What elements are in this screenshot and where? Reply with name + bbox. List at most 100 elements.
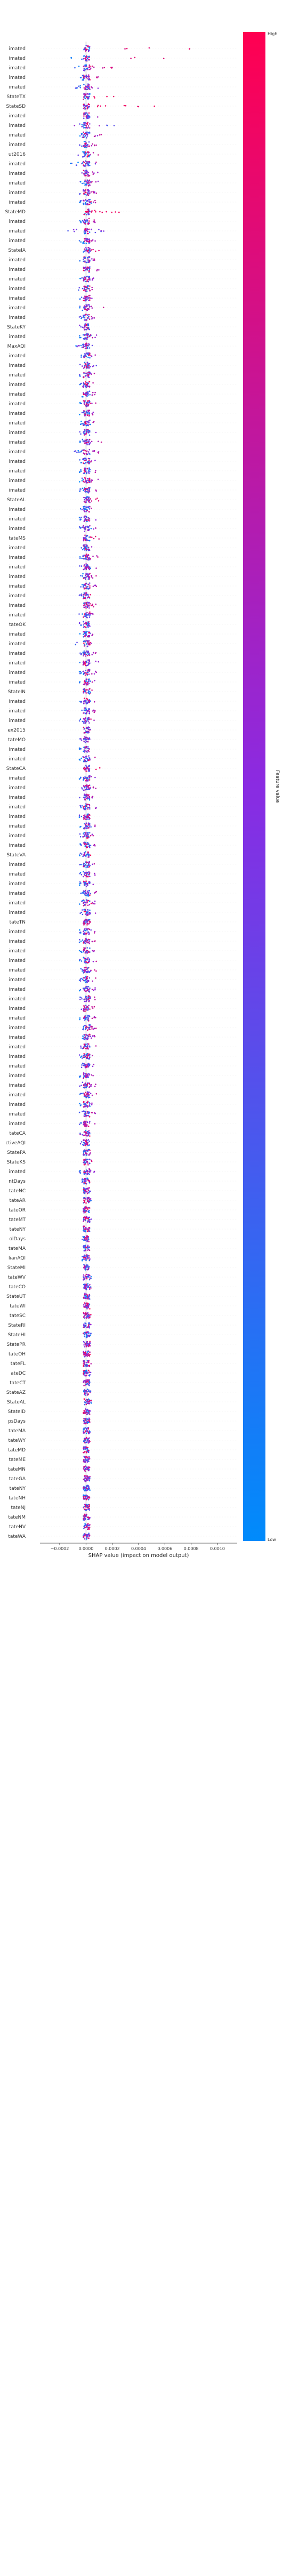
- shap-dot: [97, 116, 99, 118]
- shap-dot: [80, 815, 83, 817]
- shap-dot: [92, 414, 94, 416]
- shap-dot: [93, 950, 95, 952]
- shap-dot: [89, 997, 91, 999]
- shap-dot: [84, 613, 85, 615]
- shap-dot: [79, 459, 80, 461]
- shap-dot: [83, 558, 85, 560]
- shap-dot: [88, 278, 90, 280]
- shap-dot: [83, 672, 85, 675]
- shap-dot: [85, 1092, 86, 1094]
- shap-dot: [89, 894, 91, 896]
- shap-dot: [83, 204, 85, 205]
- shap-dot: [86, 89, 88, 90]
- shap-dot: [84, 477, 86, 479]
- shap-dot: [88, 526, 90, 528]
- shap-dot: [89, 294, 91, 296]
- shap-dot: [85, 1285, 87, 1286]
- shap-dot: [85, 789, 87, 791]
- shap-dot: [87, 354, 89, 355]
- shap-dot: [94, 354, 96, 356]
- shap-dot: [94, 824, 96, 826]
- shap-dot: [79, 527, 81, 529]
- shap-dot: [86, 269, 88, 271]
- shap-dot: [92, 248, 94, 251]
- shap-dot: [86, 986, 87, 988]
- shap-dot: [94, 996, 95, 998]
- shap-dot: [83, 865, 84, 868]
- shap-dot: [85, 375, 87, 376]
- shap-dot: [83, 213, 85, 215]
- shap-dot: [82, 575, 83, 577]
- shap-dot: [79, 701, 81, 702]
- shap-dot: [79, 220, 81, 222]
- shap-dot: [87, 575, 88, 577]
- shap-dot: [88, 508, 91, 510]
- shap-dot: [87, 1045, 88, 1047]
- shap-dot: [84, 179, 86, 181]
- shap-dot: [83, 595, 84, 597]
- shap-dot: [82, 1144, 84, 1145]
- shap-dot: [87, 1076, 89, 1078]
- shap-dot: [83, 1274, 85, 1276]
- shap-dot: [79, 718, 82, 720]
- shap-dot: [87, 779, 89, 781]
- shap-dot: [95, 181, 97, 183]
- shap-dot: [86, 1076, 87, 1078]
- feature-label: StatePR: [6, 1342, 26, 1347]
- shap-dot: [85, 582, 87, 584]
- shap-dot: [98, 154, 99, 156]
- shap-dot: [84, 108, 86, 110]
- feature-label: MaxAQI: [7, 344, 26, 349]
- shap-dot: [91, 481, 92, 483]
- shap-dot: [83, 496, 85, 499]
- shap-dot: [88, 220, 90, 222]
- shap-dot: [84, 1211, 86, 1213]
- shap-dot: [88, 211, 90, 213]
- shap-dot: [88, 318, 91, 320]
- shap-dot: [87, 861, 88, 863]
- shap-dot: [84, 548, 85, 550]
- shap-dot: [83, 757, 85, 758]
- shap-dot: [84, 1034, 85, 1036]
- shap-dot: [99, 134, 101, 136]
- shap-dot: [88, 928, 90, 930]
- shap-dot: [92, 834, 94, 837]
- shap-dot: [87, 573, 89, 574]
- shap-dot: [80, 757, 82, 759]
- shap-dot: [79, 85, 81, 87]
- shap-dot: [83, 950, 84, 951]
- shap-dot: [85, 269, 86, 271]
- shap-dot: [82, 1178, 83, 1180]
- feature-label: StatePA: [7, 1150, 26, 1155]
- shap-dot: [94, 460, 96, 461]
- shap-dot: [80, 1045, 82, 1047]
- shap-dot: [83, 631, 84, 633]
- shap-dot: [88, 636, 90, 638]
- shap-dot: [86, 133, 88, 135]
- shap-dot: [86, 520, 88, 523]
- shap-dot: [84, 365, 86, 367]
- shap-dot: [83, 1323, 85, 1325]
- shap-dot: [84, 1038, 86, 1040]
- shap-dot: [78, 85, 80, 87]
- shap-dot: [88, 410, 90, 412]
- shap-dot: [86, 290, 88, 292]
- shap-dot: [88, 1168, 90, 1170]
- shap-dot: [85, 468, 86, 470]
- shap-dot: [85, 808, 87, 810]
- shap-dot: [85, 152, 87, 154]
- shap-dot: [89, 1308, 91, 1310]
- shap-dot: [85, 1140, 87, 1142]
- shap-dot: [84, 872, 85, 874]
- shap-dot: [86, 1306, 87, 1309]
- shap-dot: [85, 932, 87, 934]
- shap-dot: [85, 767, 86, 769]
- shap-dot: [87, 1361, 89, 1363]
- shap-dot: [83, 462, 84, 464]
- shap-dot: [84, 1029, 86, 1030]
- shap-dot: [80, 863, 82, 865]
- shap-dot: [88, 873, 91, 875]
- shap-dot: [88, 904, 91, 905]
- shap-dot: [89, 757, 91, 759]
- shap-dot: [83, 1327, 85, 1328]
